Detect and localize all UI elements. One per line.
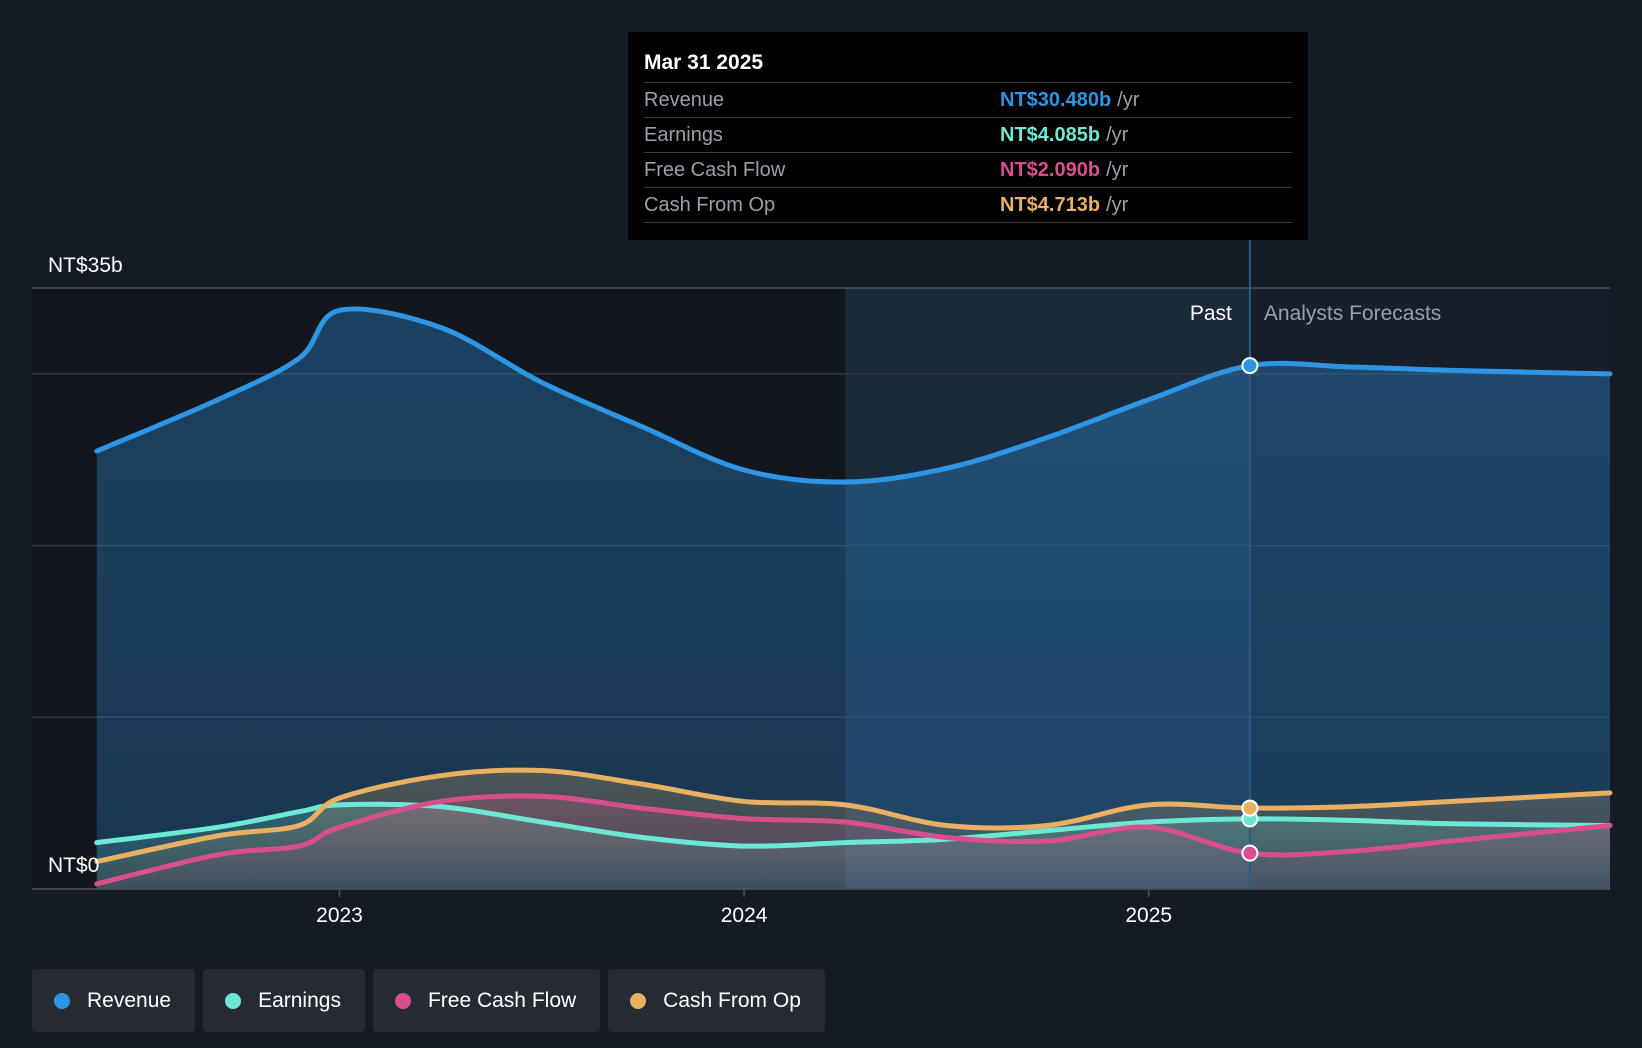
cash-from-op-line <box>94 767 1613 865</box>
legend-item-free-cash-flow[interactable]: Free Cash Flow <box>372 969 601 1032</box>
tooltip-row-earnings: Earnings NT$4.085b /yr <box>644 118 1292 153</box>
legend-dot-icon <box>54 992 70 1009</box>
tooltip-value: NT$4.713b <box>1000 194 1101 216</box>
revenue-marker-point <box>1241 357 1259 375</box>
tooltip-row-cash-from-op: Cash From Op NT$4.713b /yr <box>644 188 1292 223</box>
legend-label: Free Cash Flow <box>427 988 577 1012</box>
tooltip-row-free-cash-flow: Free Cash Flow NT$2.090b /yr <box>644 153 1292 188</box>
legend-label: Cash From Op <box>663 988 801 1012</box>
revenue-area <box>96 308 1610 890</box>
x-tick-label: 2025 <box>1125 904 1172 927</box>
tooltip-label: Free Cash Flow <box>644 159 786 181</box>
chart-legend: Revenue Earnings Free Cash Flow Cash Fro… <box>32 969 825 1032</box>
legend-dot-icon <box>394 992 411 1009</box>
legend-dot-icon <box>225 992 242 1009</box>
tooltip-unit: /yr <box>1106 124 1129 146</box>
forecast-label: Analysts Forecasts <box>1264 302 1441 325</box>
x-tick-label: 2023 <box>316 904 363 927</box>
legend-item-cash-from-op[interactable]: Cash From Op <box>608 969 825 1032</box>
y-axis-top-label: NT$35b <box>48 254 123 277</box>
tooltip-date: Mar 31 2025 <box>644 44 1292 83</box>
tooltip-value: NT$2.090b <box>1000 159 1101 181</box>
tooltip-value: NT$30.480b <box>1000 89 1112 111</box>
revenue-line <box>94 306 1613 485</box>
tooltip-value: NT$4.085b <box>1000 124 1101 146</box>
legend-item-revenue[interactable]: Revenue <box>32 969 196 1032</box>
legend-dot-icon <box>630 992 647 1009</box>
y-axis-bottom-label: NT$0 <box>48 854 99 877</box>
tooltip-unit: /yr <box>1106 159 1129 181</box>
legend-label: Earnings <box>258 988 341 1012</box>
tooltip-label: Earnings <box>644 124 723 146</box>
legend-item-earnings[interactable]: Earnings <box>203 969 365 1032</box>
tooltip-label: Cash From Op <box>644 194 776 216</box>
legend-label: Revenue <box>87 988 172 1012</box>
tooltip-unit: /yr <box>1106 194 1129 216</box>
free-cash-flow-line <box>94 793 1613 887</box>
free-cash-flow-marker-point <box>1241 844 1259 862</box>
x-tick-label: 2024 <box>721 904 768 927</box>
past-label: Past <box>1190 302 1232 325</box>
cash-from-op-marker-point <box>1241 799 1259 817</box>
tooltip-row-revenue: Revenue NT$30.480b /yr <box>644 83 1292 118</box>
tooltip-unit: /yr <box>1117 89 1140 111</box>
tooltip-label: Revenue <box>644 89 725 111</box>
chart-tooltip: Mar 31 2025 Revenue NT$30.480b /yr Earni… <box>628 32 1308 240</box>
